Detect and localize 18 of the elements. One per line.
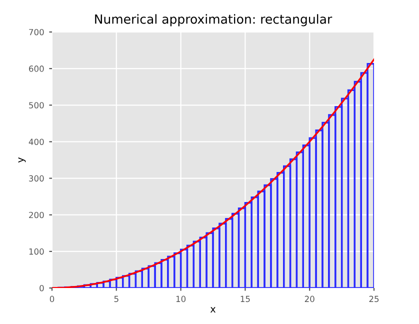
x-tick-label: 15 — [240, 296, 250, 302]
chart-title: Numerical approximation: rectangular — [95, 14, 332, 26]
x-tick-label: 10 — [176, 296, 186, 302]
line-series — [52, 58, 374, 288]
y-tick-label: 600 — [29, 66, 44, 72]
y-tick-label: 200 — [29, 212, 44, 218]
y-tick-label: 0 — [40, 284, 44, 292]
y-tick-label: 500 — [29, 102, 44, 108]
y-tick-label: 700 — [29, 28, 44, 36]
x-tick-label: 20 — [304, 296, 314, 302]
y-axis-title: y — [18, 157, 26, 163]
y-tick-label: 400 — [28, 138, 44, 145]
x-tick-label: 25 — [369, 296, 379, 302]
x-axis-title: x — [210, 307, 216, 312]
y-tick-label: 100 — [29, 248, 44, 255]
x-tick-label: 5 — [114, 296, 118, 302]
y-tick-label: 300 — [29, 175, 44, 182]
x-tick-label: 0 — [50, 296, 54, 302]
